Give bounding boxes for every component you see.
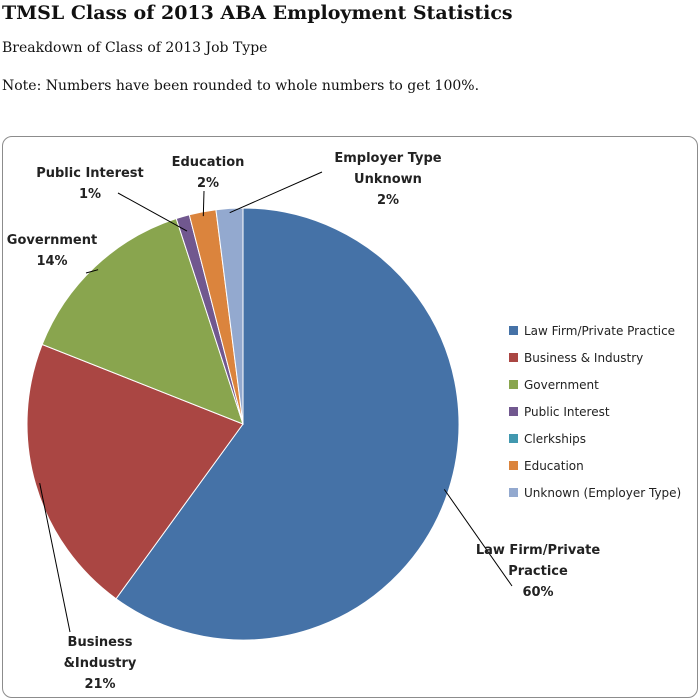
leader-line-business-industry [39,483,71,633]
pie-slice-unknown-employer-type [215,207,244,425]
leader-line-government [85,269,99,274]
pie-slice-business-industry [26,343,244,600]
legend-swatch-law-firm-private-practice [509,326,518,335]
legend-swatch-public-interest [509,407,518,416]
pie-slice-law-firm-private-practice [115,207,460,641]
data-label-law-firm-private-practice: Law Firm/Private Practice 60% [476,543,600,600]
page-subtitle: Breakdown of Class of 2013 Job Type [2,40,268,56]
legend: Law Firm/Private Practice Business & Indu… [509,324,681,500]
pie-slices [26,207,460,641]
legend-swatch-clerkships [509,434,518,443]
legend-label-unknown-employer-type: Unknown (Employer Type) [524,486,681,500]
data-label-business-industry: Business &Industry 21% [64,635,137,692]
data-label-unknown-employer-type: Employer Type Unknown 2% [334,151,441,208]
legend-swatch-unknown-employer-type [509,488,518,497]
page-title: TMSL Class of 2013 ABA Employment Statis… [2,2,513,24]
legend-swatch-government [509,380,518,389]
data-label-government: Government 14% [7,233,97,269]
data-label-public-interest: Public Interest 1% [36,166,144,202]
legend-label-clerkships: Clerkships [524,432,586,446]
data-label-education: Education 2% [172,155,245,191]
leader-line-unknown-employer-type [229,171,323,214]
page-note: Note: Numbers have been rounded to whole… [2,78,480,94]
legend-label-government: Government [524,378,599,392]
legend-label-law-firm-private-practice: Law Firm/Private Practice [524,324,675,338]
leader-line-law-firm-private-practice [443,489,513,587]
leader-line-education [202,190,205,217]
legend-swatch-education [509,461,518,470]
legend-swatch-business-industry [509,353,518,362]
legend-label-public-interest: Public Interest [524,405,610,419]
data-labels: Law Firm/Private Practice 60% Business &Indu… [7,151,601,692]
legend-label-business-industry: Business & Industry [524,351,643,365]
leader-line-public-interest [117,192,188,232]
leader-lines [39,171,513,633]
legend-label-education: Education [524,459,584,473]
